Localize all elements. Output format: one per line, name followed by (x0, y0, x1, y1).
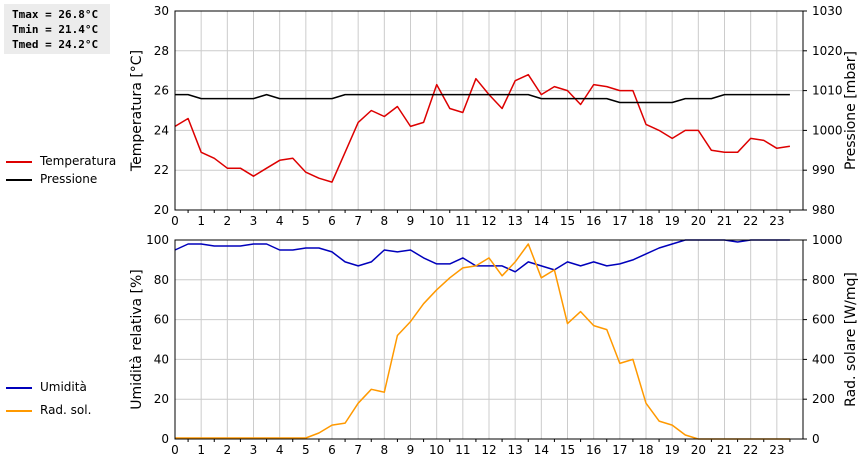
chart2-ytick-left-label: 80 (154, 273, 169, 287)
chart1-ytick-left-label: 20 (154, 203, 169, 217)
chart1-xtick-label: 23 (769, 214, 784, 228)
chart2-xtick-label: 13 (508, 443, 523, 457)
chart2-xtick-label: 11 (455, 443, 470, 457)
chart1-ytick-left-label: 28 (154, 44, 169, 58)
legend-label-temperatura: Temperatura (40, 154, 117, 168)
chart1-xtick-label: 17 (612, 214, 627, 228)
chart1-ytick-right-label: 1010 (812, 84, 843, 98)
tmed-text: Tmed = 24.2°C (12, 38, 99, 51)
chart2-xtick-label: 23 (769, 443, 784, 457)
chart2-xtick-label: 19 (665, 443, 680, 457)
chart1-series-2-line (175, 93, 790, 104)
chart2-xtick-label: 14 (534, 443, 549, 457)
chart1-xtick-label: 15 (560, 214, 575, 228)
chart2-ytick-left-label: 0 (161, 432, 169, 446)
chart2-ylabel-left: Umidità relativa [%] (129, 269, 145, 410)
chart1-ytick-right-label: 1000 (812, 123, 843, 137)
chart2-xtick-label: 6 (328, 443, 336, 457)
chart2-ytick-left-label: 20 (154, 392, 169, 406)
chart2-xtick-label: 22 (743, 443, 758, 457)
chart1-xtick-label: 16 (586, 214, 601, 228)
chart2-xtick-label: 2 (224, 443, 232, 457)
chart1-xtick-label: 19 (665, 214, 680, 228)
chart1-frame (174, 10, 804, 211)
chart1-xtick-label: 11 (455, 214, 470, 228)
legend-label-pressione: Pressione (40, 172, 98, 186)
stats-box: Tmax = 26.8°C Tmin = 21.4°C Tmed = 24.2°… (4, 4, 110, 54)
chart1-xtick-label: 2 (224, 214, 232, 228)
chart2-xtick-label: 17 (612, 443, 627, 457)
chart2-ytick-left-label: 40 (154, 352, 169, 366)
chart2-series-1-line (174, 239, 790, 273)
chart1-xtick-label: 7 (354, 214, 362, 228)
chart2-xtick-label: 16 (586, 443, 601, 457)
legend-swatch-pressione (6, 179, 32, 181)
chart1-xtick-label: 10 (429, 214, 444, 228)
chart2-xtick-label: 0 (171, 443, 179, 457)
chart2-xtick-label: 5 (302, 443, 310, 457)
chart2-xtick-label: 12 (481, 443, 496, 457)
chart1-ytick-left-label: 30 (154, 4, 169, 18)
chart2-xtick-label: 1 (197, 443, 205, 457)
chart2-ytick-right-label: 800 (812, 273, 835, 287)
chart1-ytick-right-label: 1030 (812, 4, 843, 18)
chart2-xtick-label: 21 (717, 443, 732, 457)
chart2-ytick-right-label: 400 (812, 352, 835, 366)
chart1-xtick-label: 12 (481, 214, 496, 228)
chart2-xtick-label: 4 (276, 443, 284, 457)
chart1-xtick-label: 6 (328, 214, 336, 228)
chart1-xtick-label: 8 (381, 214, 389, 228)
legend-swatch-radsol (6, 410, 32, 412)
chart2-ytick-right-label: 600 (812, 313, 835, 327)
chart1-xtick-label: 18 (638, 214, 653, 228)
chart1-xtick-label: 1 (197, 214, 205, 228)
chart2-xtick-label: 15 (560, 443, 575, 457)
chart2-xtick-label: 8 (381, 443, 389, 457)
chart1-ylabel-left: Temperatura [°C] (129, 50, 145, 172)
chart1-ytick-left-label: 22 (154, 163, 169, 177)
chart1-xtick-label: 14 (534, 214, 549, 228)
chart2-ytick-right-label: 200 (812, 392, 835, 406)
chart1-ytick-right-label: 990 (812, 163, 835, 177)
legend-label-radsol: Rad. sol. (40, 403, 92, 417)
chart1-xtick-label: 3 (250, 214, 258, 228)
chart2-xtick-label: 10 (429, 443, 444, 457)
tmin-text: Tmin = 21.4°C (12, 23, 99, 36)
chart1-ylabel-right: Pressione [mbar] (843, 51, 859, 170)
chart1-ytick-right-label: 1020 (812, 44, 843, 58)
chart1-xtick-label: 13 (508, 214, 523, 228)
chart1-series-1-line (174, 73, 791, 183)
chart2-ytick-right-label: 1000 (812, 233, 843, 247)
chart1-xtick-label: 9 (407, 214, 415, 228)
chart2-xtick-label: 18 (638, 443, 653, 457)
legend-swatch-umidita (6, 387, 32, 389)
chart1-ytick-right-label: 980 (812, 203, 835, 217)
chart1-xtick-label: 4 (276, 214, 284, 228)
chart1-ytick-left-label: 26 (154, 84, 169, 98)
chart2-ytick-left-label: 60 (154, 313, 169, 327)
chart2-frame (174, 239, 804, 440)
chart2-xtick-label: 20 (691, 443, 706, 457)
chart2-series-2-line (175, 243, 790, 440)
chart2-ytick-right-label: 0 (812, 432, 820, 446)
chart1-xtick-label: 0 (171, 214, 179, 228)
chart2-xtick-label: 7 (354, 443, 362, 457)
chart2-ylabel-right: Rad. solare [W/mq] (843, 272, 859, 407)
chart2-xtick-label: 9 (407, 443, 415, 457)
chart1-xtick-label: 21 (717, 214, 732, 228)
tmax-text: Tmax = 26.8°C (12, 8, 99, 21)
chart1-ytick-left-label: 24 (154, 123, 169, 137)
legend-label-umidita: Umidità (40, 380, 87, 394)
chart1-xtick-label: 20 (691, 214, 706, 228)
chart1-xtick-label: 5 (302, 214, 310, 228)
chart2-xtick-label: 3 (250, 443, 258, 457)
legend-swatch-temperatura (6, 161, 32, 163)
chart1-xtick-label: 22 (743, 214, 758, 228)
chart2-ytick-left-label: 100 (146, 233, 169, 247)
